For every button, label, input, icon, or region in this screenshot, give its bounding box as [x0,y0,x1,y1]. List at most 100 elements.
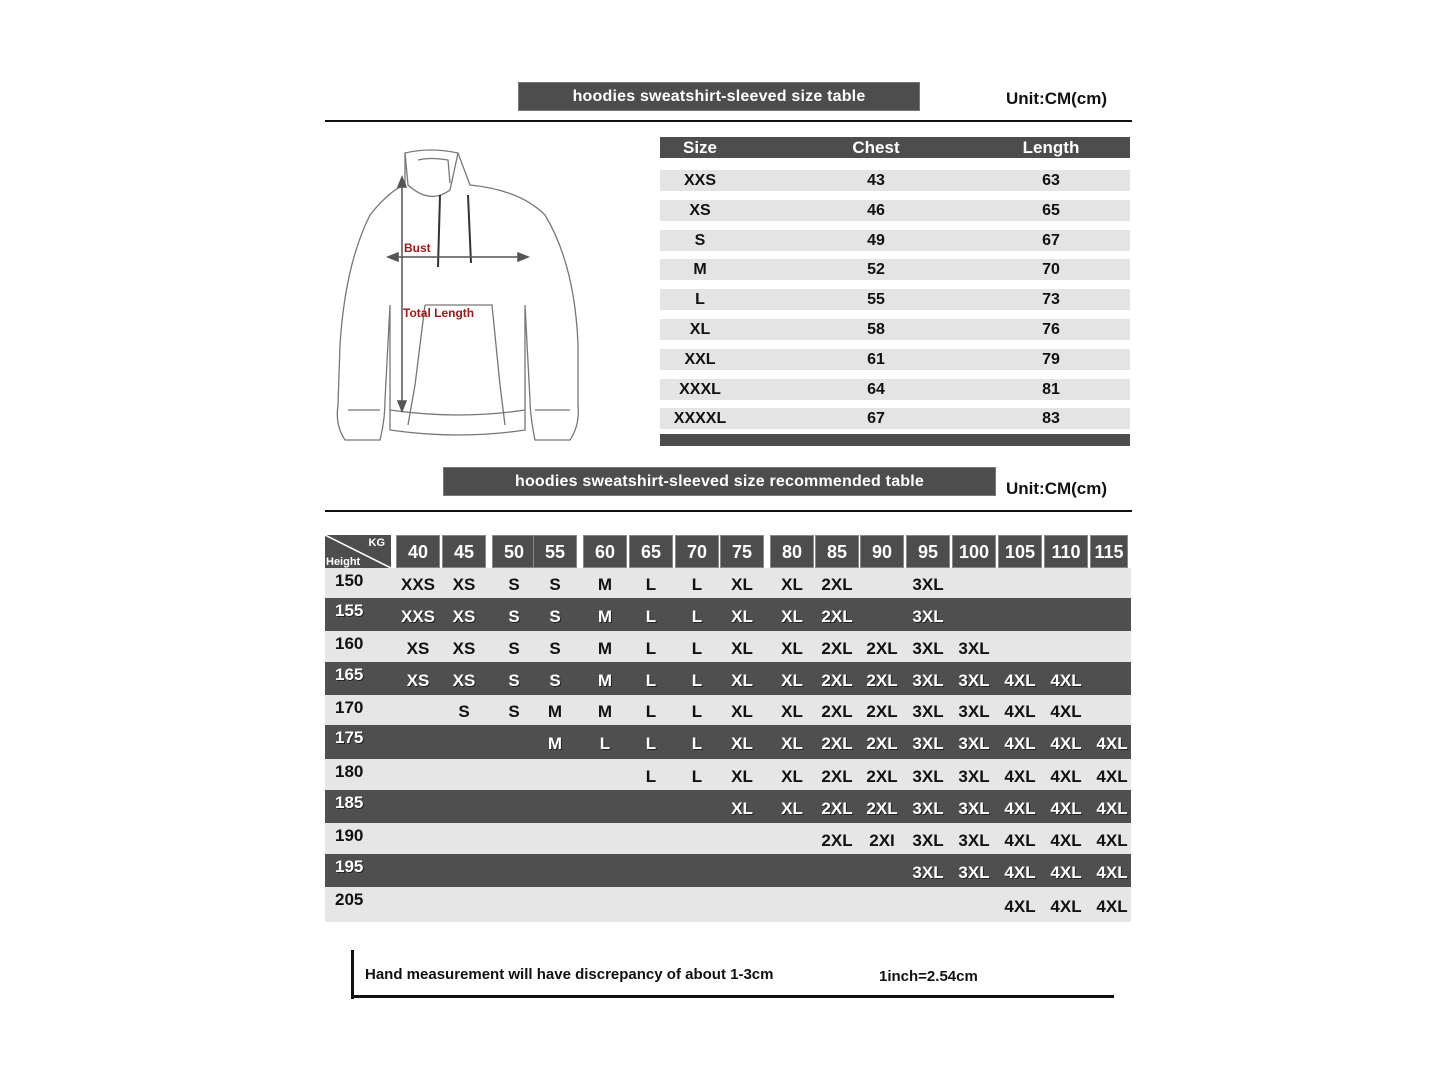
size-cell: 3XL [912,702,944,721]
size-cell: 4XL [1004,896,1036,916]
size-cell: 4XL [1050,670,1082,690]
table-row: 150 XXS XS S S M L L XL XL 2XL 3XL [325,568,1131,598]
table-cell: 61 [867,350,885,368]
height-value: 190 [335,826,364,845]
table-cell: 67 [1042,231,1060,249]
height-value: 185 [335,793,364,812]
height-value: 205 [335,890,364,909]
weight-header: 115 [1090,535,1128,568]
size-cell: 4XL [1096,798,1128,818]
size-cell: XL [781,670,803,690]
size-cell: 2XL [866,670,898,690]
size-cell: XXS [400,606,436,626]
size-cell: XL [781,638,803,658]
size-cell: XS [452,638,476,658]
weight-header: 65 [629,535,673,568]
table-row: 190 2XL 2XI 3XL 3XL 4XL 4XL 4XL [325,823,1131,854]
size-cell: XL [731,734,753,753]
size-cell: 4XL [1096,896,1128,916]
size-cell: L [691,670,703,690]
size-cell: XS [406,670,430,690]
size-cell: 4XL [1004,734,1036,753]
size-cell: 2XL [866,734,898,753]
table-cell: 70 [1042,261,1060,279]
size-cell: 4XL [1050,830,1082,850]
table-cell: 73 [1042,291,1060,309]
size-cell: S [508,575,520,594]
column-header: Length [1022,138,1080,157]
size-cell: L [645,702,657,721]
size-cell: 4XL [1004,798,1036,818]
size-cell: 4XL [1096,830,1128,850]
size-cell: L [691,638,703,658]
size-table-header: Size Chest Length [660,137,1130,158]
size-cell: XL [731,638,753,658]
table-cell: S [694,231,706,249]
size-cell: L [691,734,703,753]
size-cell: XL [731,575,753,594]
table-cell: XXL [684,350,716,368]
divider [325,120,1132,122]
size-cell: XXS [400,575,436,594]
size-cell: S [549,575,561,594]
table-cell: 67 [867,410,885,428]
height-value: 195 [335,857,364,876]
table-row: XXL 61 79 [660,348,1130,370]
height-label: Height [326,556,361,568]
footer-bracket [351,950,354,999]
table-cell: XXXL [679,380,721,398]
weight-header: 100 [952,535,996,568]
size-cell: M [597,638,613,658]
size-cell: 3XL [912,734,944,753]
size-cell: S [508,606,520,626]
table-cell: L [695,291,705,309]
table-cell: 65 [1042,201,1060,219]
size-cell: L [691,766,703,786]
size-table-title: hoodies sweatshirt-sleeved size table [518,82,920,111]
size-cell: XL [731,670,753,690]
size-cell: 2XL [821,734,853,753]
recommended-table-title: hoodies sweatshirt-sleeved size recommen… [443,467,996,496]
size-cell: 2XL [866,702,898,721]
weight-header: 45 [442,535,486,568]
table-row: 155 XXS XS S S M L L XL XL 2XL 3XL [325,598,1131,631]
size-cell: 3XL [958,830,990,850]
size-cell: 2XL [821,670,853,690]
size-cell: XS [452,606,476,626]
size-cell: L [691,702,703,721]
weight-header: 60 [583,535,627,568]
kg-label: KG [368,537,386,549]
size-cell: XL [781,575,803,594]
size-cell: L [645,638,657,658]
table-cell: 58 [867,321,885,338]
table-cell: 46 [867,201,885,219]
size-cell: 3XL [912,638,944,658]
table-cell: XXXXL [673,410,727,428]
column-header: Size [682,138,718,157]
size-cell: 2XL [821,638,853,658]
table-cell: 79 [1042,350,1060,368]
table-cell: 81 [1042,380,1060,398]
size-cell: 2XL [821,766,853,786]
height-value: 175 [335,728,364,747]
corner-header: KG Height [325,535,391,568]
table-cell: 49 [867,231,885,249]
size-cell: 4XL [1050,896,1082,916]
table-cell: 64 [867,380,885,398]
size-cell: 4XL [1096,862,1128,882]
table-cell: XXS [683,172,716,189]
size-cell: 3XL [958,702,990,721]
size-cell: XL [781,606,803,626]
table-row: 165 XS XS S S M L L XL XL 2XL 2XL 3XL 3XL 4XL 4XL [325,662,1131,695]
size-cell: M [597,575,613,594]
size-cell: S [549,606,561,626]
size-cell: 3XL [958,862,990,882]
size-cell: 3XL [912,575,944,594]
weight-header: 105 [998,535,1042,568]
size-cell: 3XL [912,798,944,818]
size-cell: M [547,734,563,753]
size-cell: XS [452,575,476,594]
size-cell: 4XL [1004,702,1036,721]
inch-conversion: 1inch=2.54cm [879,968,978,985]
size-cell: L [645,670,657,690]
